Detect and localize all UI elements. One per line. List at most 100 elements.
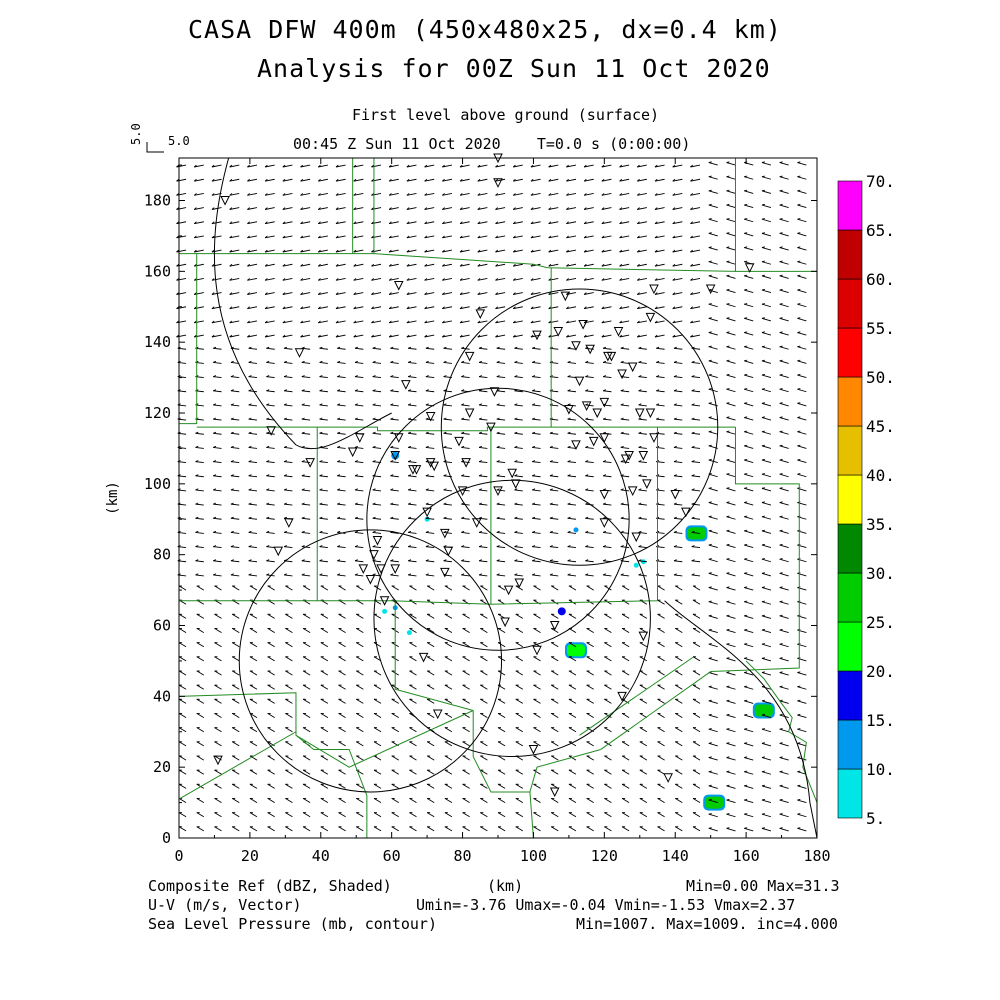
station-marker	[369, 550, 379, 560]
wind-vector	[371, 320, 382, 324]
wind-vector	[282, 306, 293, 310]
wind-vector	[621, 826, 630, 832]
wind-vector	[229, 207, 240, 210]
station-marker	[390, 564, 401, 574]
wind-vector	[442, 249, 453, 253]
wind-vector	[708, 586, 718, 591]
wind-vector	[213, 488, 222, 492]
wind-vector	[230, 360, 240, 364]
wind-vector	[496, 516, 506, 520]
wind-vector	[247, 192, 258, 196]
wind-vector	[744, 515, 754, 520]
wind-vector	[283, 474, 293, 478]
wind-vector	[267, 670, 275, 676]
wind-vector	[708, 303, 718, 308]
wind-vector	[692, 627, 701, 633]
wind-vector	[178, 670, 187, 676]
wind-vector	[530, 292, 541, 295]
wind-vector	[761, 317, 772, 322]
wind-vector	[338, 812, 346, 818]
wind-vector	[196, 769, 205, 775]
wind-vector	[214, 627, 222, 633]
wind-vector	[672, 277, 683, 281]
wind-vector	[619, 164, 630, 168]
wind-vector	[586, 797, 594, 803]
wind-vector	[480, 585, 488, 591]
wind-vector	[248, 460, 258, 464]
wind-vector	[779, 359, 789, 364]
wind-vector	[267, 797, 275, 803]
wind-vector	[602, 460, 612, 464]
footer-range-1: Min=0.00 Max=31.3	[686, 877, 840, 895]
wind-vector	[214, 684, 222, 690]
wind-vector	[477, 164, 488, 168]
wind-vector	[672, 306, 683, 310]
station-marker	[645, 312, 656, 323]
wind-vector	[229, 192, 240, 196]
wind-vector	[282, 292, 293, 295]
wind-vector	[373, 755, 382, 761]
wind-vector	[726, 600, 736, 605]
wind-vector	[264, 320, 275, 324]
wind-vector	[673, 389, 683, 393]
wind-vector	[409, 670, 417, 676]
plot-frame	[178, 157, 818, 839]
wind-vector	[390, 545, 399, 549]
wind-vector	[744, 345, 754, 350]
wind-vector	[566, 178, 577, 182]
wind-vector	[692, 812, 701, 818]
echo-2	[705, 796, 724, 809]
wind-vector	[371, 207, 382, 210]
wind-vector	[372, 346, 382, 350]
wind-vector	[388, 277, 399, 281]
wind-vector	[726, 260, 736, 265]
wind-vector	[176, 192, 187, 196]
wind-vector	[514, 460, 523, 464]
wind-vector	[211, 235, 222, 239]
wind-vector	[231, 755, 240, 761]
wind-vector	[424, 306, 435, 310]
wind-vector	[338, 627, 346, 633]
wind-vector	[691, 460, 701, 464]
wind-vector	[285, 627, 293, 633]
wind-vector	[388, 178, 399, 182]
wind-vector	[533, 755, 541, 761]
wind-vector	[266, 460, 275, 464]
wind-vector	[480, 698, 488, 704]
wind-vector	[708, 600, 718, 605]
wind-vector	[654, 221, 665, 225]
wind-vector	[407, 346, 417, 350]
colorbar-label: 35.	[866, 515, 895, 534]
station-marker	[440, 567, 450, 578]
wind-vector	[495, 249, 506, 253]
wind-vector	[549, 502, 559, 506]
wind-vector	[797, 558, 807, 563]
wind-vector	[211, 263, 222, 267]
wind-vector	[601, 249, 612, 253]
wind-vector	[319, 545, 328, 549]
wind-vector	[285, 698, 293, 704]
wind-vector	[264, 207, 275, 210]
wind-vector	[779, 558, 789, 563]
wind-vector	[480, 826, 488, 832]
wind-vector	[373, 741, 382, 747]
wind-vector	[390, 488, 399, 492]
wind-vector	[425, 530, 435, 534]
wind-vector	[231, 797, 240, 803]
wind-vector	[214, 698, 222, 704]
wind-vector	[514, 488, 523, 492]
wind-vector	[478, 431, 488, 435]
wind-vector	[797, 373, 807, 379]
colorbar-label: 70.	[866, 172, 895, 191]
wind-vector	[639, 755, 648, 761]
wind-vector	[639, 826, 648, 832]
wind-vector	[478, 559, 488, 563]
wind-vector	[178, 627, 187, 633]
wind-vector	[388, 334, 399, 338]
wind-vector	[550, 755, 559, 761]
wind-vector	[586, 769, 594, 775]
wind-vector	[602, 346, 612, 350]
wind-vector	[338, 797, 346, 803]
station-marker	[624, 451, 634, 461]
station-marker	[220, 196, 230, 206]
